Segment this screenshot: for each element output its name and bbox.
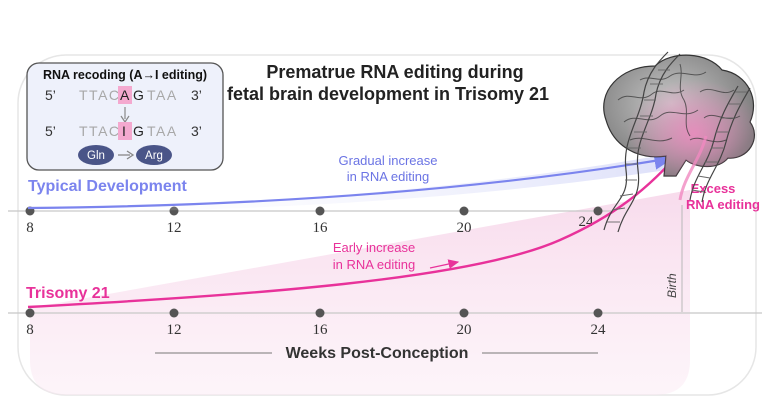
typical-annotation-line2: in RNA editing: [347, 169, 429, 184]
trisomy-tick-dot-24: [593, 308, 603, 318]
excess-label-line1: Excess: [691, 181, 736, 196]
title-line1: Prematrue RNA editing during: [266, 62, 523, 82]
row2-5prime: 5’: [45, 123, 56, 139]
trisomy-tick-dot-12: [169, 308, 179, 318]
inset-heading: RNA recoding (A→I editing): [43, 68, 207, 82]
trisomy-tick-dot-16: [315, 308, 325, 318]
trisomy-annotation-line2: in RNA editing: [333, 257, 415, 272]
row2-upstream: TTAC: [79, 123, 121, 139]
typical-track-label: Typical Development: [28, 178, 188, 195]
trisomy-tick-label-12: 12: [167, 322, 182, 338]
aa-gln-pill: [78, 145, 114, 165]
brain-illustration: [603, 51, 755, 233]
typical-tick-dot-24: [593, 206, 603, 216]
row2-3prime: 3’: [191, 123, 202, 139]
row1-downstream: TAA: [147, 87, 178, 103]
row2-edit-highlight: [118, 122, 132, 140]
row1-mid-base: G: [133, 87, 144, 103]
typical-tick-label-16: 16: [313, 220, 329, 236]
row1-edit-highlight: [118, 86, 132, 104]
typical-curve-band: [28, 152, 680, 212]
typical-curve: [27, 152, 675, 210]
trisomy-tick-dot-8: [25, 308, 35, 318]
row1-5prime: 5’: [45, 87, 56, 103]
row2-mid-base: G: [133, 123, 144, 139]
aa-gln-label: Gln: [87, 150, 105, 162]
excess-label-line2: RNA editing: [686, 197, 760, 212]
trisomy-track-label: Trisomy 21: [26, 285, 110, 302]
row1-upstream: TTAC: [79, 87, 121, 103]
title-line2: fetal brain development in Trisomy 21: [227, 84, 549, 104]
trisomy-region-shading: [30, 190, 690, 395]
typical-tick-dot-20: [459, 206, 469, 216]
trisomy-tick-label-8: 8: [26, 322, 34, 338]
trisomy-axis-ticks: 8 12 16 20 24: [25, 308, 607, 338]
early-increase-arrow: [429, 259, 460, 269]
row1-3prime: 3’: [191, 87, 202, 103]
typical-tick-label-20: 20: [457, 220, 472, 236]
trisomy-tick-label-24: 24: [591, 322, 607, 338]
row2-edited-base: I: [122, 123, 126, 139]
aa-arg-pill: [136, 145, 172, 165]
axis-title: Weeks Post-Conception: [286, 345, 469, 362]
trisomy-annotation-line1: Early increase: [333, 240, 415, 255]
trisomy-tick-label-16: 16: [313, 322, 329, 338]
typical-tick-label-8: 8: [26, 220, 34, 236]
trisomy-tick-label-20: 20: [457, 322, 472, 338]
typical-tick-dot-16: [315, 206, 325, 216]
row1-edited-base: A: [120, 87, 130, 103]
trisomy-tick-dot-20: [459, 308, 469, 318]
birth-label: Birth: [665, 273, 679, 298]
typical-annotation-line1: Gradual increase: [339, 153, 438, 168]
rna-recoding-panel: RNA recoding (A→I editing) 5’ TTAC A G T…: [26, 62, 224, 171]
typical-tick-label-12: 12: [167, 220, 182, 236]
row2-downstream: TAA: [147, 123, 178, 139]
aa-arg-label: Arg: [145, 150, 163, 162]
